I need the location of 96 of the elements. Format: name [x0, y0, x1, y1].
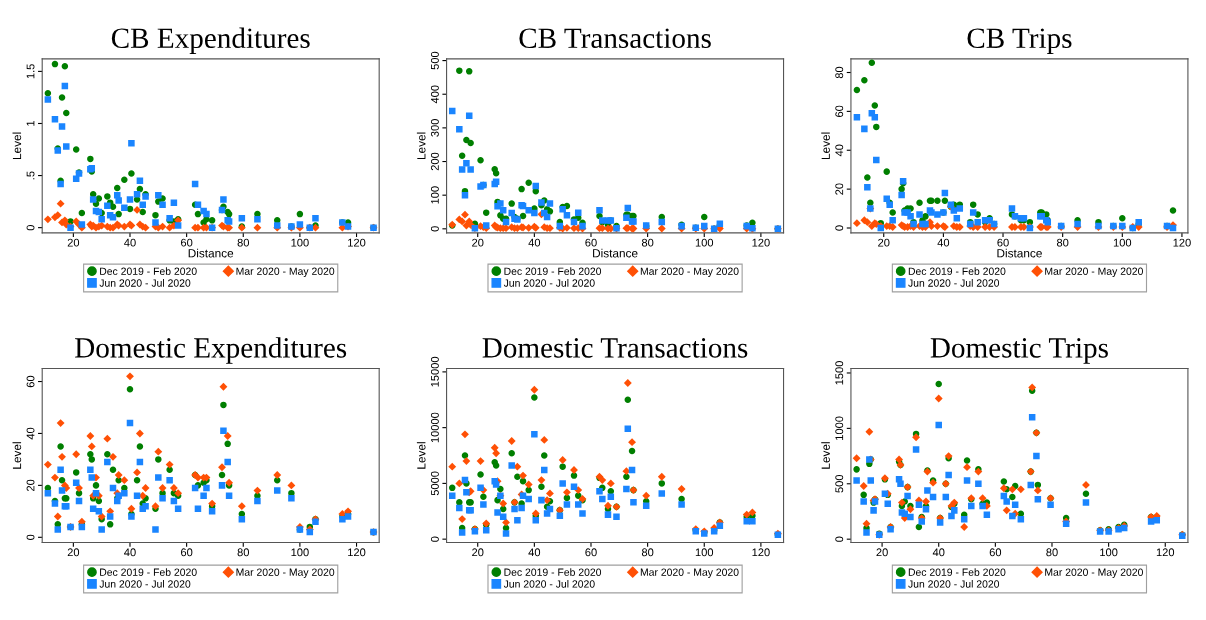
x-axis-title: Distance — [593, 248, 638, 258]
legend-label: Jun 2020 - Jul 2020 — [99, 279, 191, 287]
x-tick-label: 100 — [291, 238, 309, 247]
legend-label: Dec 2019 - Feb 2020 — [100, 267, 197, 275]
y-tick-label: 60 — [835, 105, 844, 117]
y-tick-label: 100 — [430, 186, 439, 204]
legend-label: Mar 2020 - May 2020 — [236, 568, 335, 578]
x-tick-label: 120 — [752, 238, 770, 247]
y-tick-label: 500 — [430, 51, 439, 70]
y-tick-label: 15000 — [430, 356, 439, 387]
x-tick-label: 20 — [472, 548, 484, 557]
y-axis-title: Level — [821, 442, 830, 469]
x-tick-label: 100 — [695, 238, 714, 247]
y-tick-label: 60 — [26, 375, 35, 388]
chart-title: Domestic Expenditures — [75, 337, 347, 364]
x-tick-label: 20 — [67, 548, 80, 557]
legend-label: Mar 2020 - May 2020 — [1045, 568, 1143, 578]
x-tick-label: 60 — [989, 548, 1002, 557]
x-tick-label: 100 — [1100, 548, 1118, 557]
y-tick-label: .5 — [26, 171, 35, 180]
y-axis-title: Level — [416, 132, 426, 160]
x-tick-label: 60 — [585, 238, 597, 247]
x-tick-label: 20 — [67, 238, 80, 247]
y-tick-label: 1500 — [835, 361, 844, 385]
legend-label: Dec 2019 - Feb 2020 — [908, 568, 1006, 576]
chart-title: CB Expenditures — [111, 27, 310, 54]
y-tick-label: 200 — [430, 152, 439, 171]
y-tick-label: 5000 — [430, 471, 439, 496]
y-tick-label: 0 — [26, 224, 35, 231]
legend-label: Dec 2019 - Feb 2020 — [504, 267, 602, 275]
legend-label: Dec 2019 - Feb 2020 — [908, 267, 1006, 275]
y-axis-title: Level — [12, 442, 22, 469]
legend-label: Mar 2020 - May 2020 — [640, 267, 739, 277]
y-tick-label: 20 — [26, 479, 35, 491]
y-tick-label: 40 — [835, 144, 844, 157]
x-tick-label: 40 — [124, 548, 136, 557]
chart-title: CB Transactions — [519, 28, 711, 49]
y-tick-label: 20 — [835, 183, 844, 195]
x-tick-label: 20 — [876, 548, 888, 557]
y-tick-label: 1.5 — [26, 64, 35, 79]
legend-label: Dec 2019 - Feb 2020 — [504, 568, 602, 576]
y-axis-title: Level — [821, 132, 830, 160]
y-tick-label: 0 — [26, 534, 35, 540]
legend-label: Jun 2020 - Jul 2020 — [99, 580, 191, 588]
x-axis-title: Distance — [188, 248, 234, 258]
x-tick-label: 80 — [1046, 548, 1058, 557]
legend-label: Jun 2020 - Jul 2020 — [503, 580, 595, 588]
legend-label: Jun 2020 - Jul 2020 — [908, 279, 1000, 287]
y-tick-label: 1 — [26, 120, 35, 126]
x-tick-label: 60 — [181, 548, 193, 557]
x-tick-label: 80 — [641, 238, 654, 247]
x-tick-label: 80 — [237, 238, 250, 247]
x-tick-label: 20 — [472, 238, 484, 247]
y-tick-label: 300 — [430, 119, 439, 137]
y-tick-label: 0 — [835, 536, 844, 542]
x-tick-label: 120 — [1156, 548, 1175, 557]
legend-label: Jun 2020 - Jul 2020 — [908, 580, 1000, 588]
legend-label: Dec 2019 - Feb 2020 — [100, 568, 197, 576]
y-tick-label: 10000 — [430, 412, 439, 443]
chart-title: Domestic Trips — [930, 338, 1108, 364]
x-tick-label: 100 — [1113, 238, 1132, 247]
x-tick-label: 20 — [878, 238, 890, 247]
legend-label: Mar 2020 - May 2020 — [640, 568, 739, 578]
x-tick-label: 80 — [1056, 238, 1069, 247]
legend-label: Mar 2020 - May 2020 — [236, 267, 335, 277]
x-tick-label: 120 — [1173, 238, 1191, 247]
y-tick-label: 0 — [835, 225, 844, 231]
y-axis-title: Level — [12, 132, 22, 160]
x-tick-label: 60 — [585, 548, 597, 557]
x-tick-label: 60 — [181, 238, 193, 247]
legend-label: Mar 2020 - May 2020 — [1045, 267, 1143, 277]
x-axis-title: Distance — [997, 248, 1042, 258]
y-tick-label: 40 — [26, 427, 35, 440]
x-tick-label: 40 — [528, 238, 541, 247]
chart-title: Domestic Transactions — [482, 338, 748, 358]
x-tick-label: 40 — [124, 238, 136, 247]
x-tick-label: 60 — [997, 238, 1009, 247]
chart-title: CB Trips — [967, 28, 1072, 54]
x-tick-label: 120 — [348, 548, 366, 557]
x-tick-label: 120 — [752, 548, 770, 557]
x-tick-label: 100 — [695, 548, 714, 557]
y-tick-label: 80 — [835, 66, 844, 79]
x-tick-label: 100 — [291, 548, 309, 557]
x-tick-label: 40 — [528, 548, 541, 557]
y-tick-label: 1000 — [835, 416, 844, 440]
x-tick-label: 120 — [348, 238, 366, 247]
legend-label: Jun 2020 - Jul 2020 — [503, 279, 595, 287]
y-tick-label: 0 — [430, 226, 439, 232]
y-tick-label: 0 — [430, 536, 439, 542]
x-tick-label: 40 — [937, 238, 950, 247]
y-tick-label: 400 — [430, 85, 439, 104]
x-tick-label: 40 — [932, 548, 945, 557]
x-tick-label: 80 — [641, 548, 654, 557]
x-tick-label: 80 — [237, 548, 250, 557]
y-tick-label: 500 — [835, 474, 844, 493]
y-axis-title: Level — [416, 442, 426, 469]
